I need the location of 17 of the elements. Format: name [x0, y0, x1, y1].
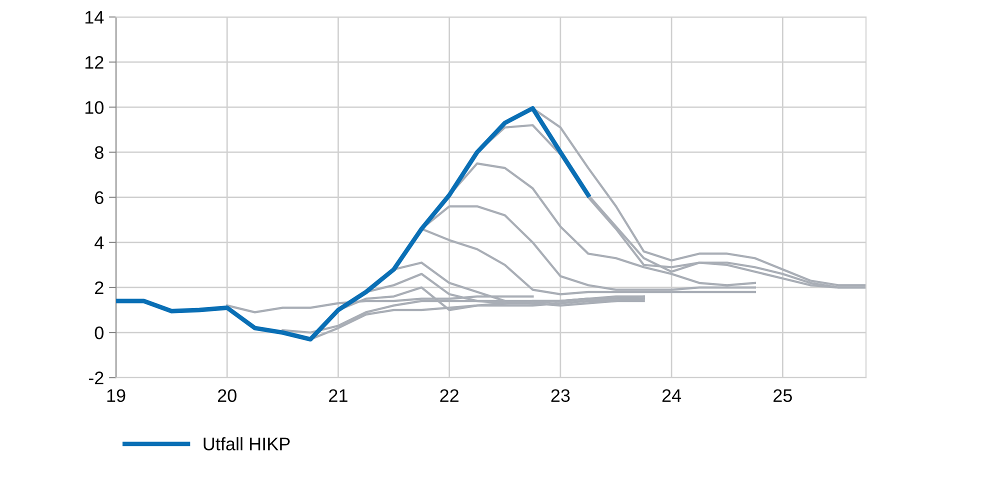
y-tick-label: 8 — [94, 146, 104, 159]
y-tick-label: 14 — [85, 11, 104, 24]
x-tick-label: 25 — [774, 389, 792, 402]
x-tick-label: 24 — [662, 389, 682, 402]
y-tick-label: 4 — [94, 236, 104, 249]
y-tick-label: 10 — [85, 101, 104, 114]
x-tick-label: 21 — [329, 389, 348, 402]
x-tick-label: 22 — [440, 389, 458, 402]
x-tick-label: 20 — [218, 389, 236, 402]
x-tick-label: 19 — [107, 389, 126, 402]
y-tick-label: 12 — [85, 56, 104, 69]
y-tick-label: 6 — [95, 191, 104, 204]
y-tick-label: 2 — [95, 281, 104, 294]
x-tick-label: 23 — [551, 389, 570, 402]
y-tick-label: -2 — [88, 372, 104, 384]
legend-label: Utfall HIKP — [204, 437, 290, 450]
y-tick-label: 0 — [94, 326, 104, 340]
